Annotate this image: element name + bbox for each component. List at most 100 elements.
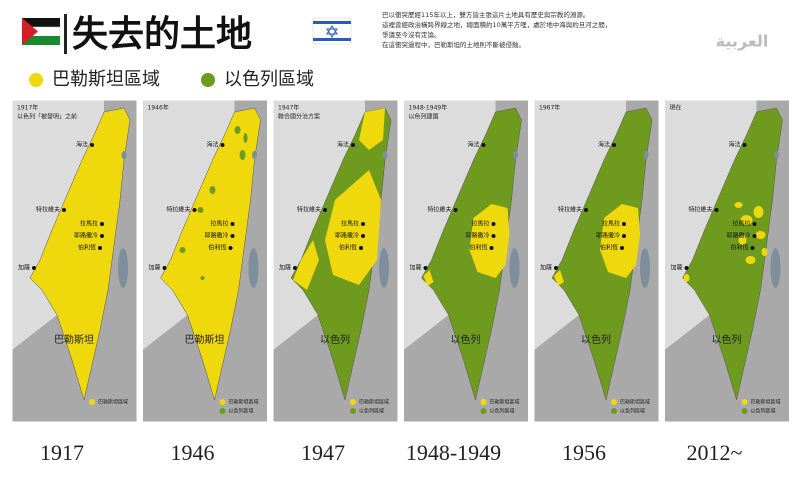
description-line: 這裡曾經政治橫跨界線之地，總面積約10萬平方哩，處於地中海與約旦河之間， — [382, 20, 611, 29]
period-label: 1967年 — [539, 104, 560, 112]
city-dot — [90, 143, 94, 147]
year-label: 1956 — [562, 440, 606, 465]
city-label: 特拉維夫 — [427, 206, 451, 214]
city-dot — [752, 234, 757, 238]
map-patch — [293, 240, 319, 290]
city-label: 伯利恆 — [469, 244, 487, 252]
dead-sea — [248, 248, 259, 288]
title-bar — [64, 14, 67, 54]
dead-sea — [640, 248, 650, 288]
city-dot — [100, 234, 104, 238]
city-dot — [361, 234, 365, 238]
panel-frame — [142, 99, 268, 423]
city-dot — [230, 222, 235, 226]
dead-sea — [509, 248, 520, 288]
map-legend-label: 以色列區域 — [620, 408, 645, 415]
city-label: 特拉維夫 — [36, 206, 60, 214]
legend: 巴勒斯坦區域 以色列區域 — [29, 69, 314, 90]
city-label: 拉馬拉 — [80, 220, 98, 228]
city-label: 加薩 — [670, 264, 682, 272]
title: 失去的土地 — [72, 14, 252, 55]
map-legend-swatch — [611, 408, 617, 414]
palestine-flag — [21, 18, 61, 45]
city-label: 伯利恆 — [208, 244, 226, 252]
map-patch — [197, 207, 204, 213]
legend-label: 巴勒斯坦區域 — [52, 69, 160, 90]
map-patch — [600, 204, 640, 278]
city-label: 海法 — [598, 141, 610, 149]
description-line: 在這衝突過程中，巴勒斯坦的土地則不斷被侵蝕。 — [382, 40, 525, 49]
city-dot — [230, 234, 235, 238]
city-label: 伯利恆 — [730, 244, 748, 252]
map-legend-label: 巴勒斯坦區域 — [620, 399, 650, 406]
legend-swatch — [201, 73, 215, 87]
city-label: 海法 — [206, 141, 218, 149]
year-label: 1946 — [171, 440, 215, 465]
year-label: 1948-1949 — [406, 440, 501, 465]
area-label: 以色列 — [320, 333, 350, 346]
area-label: 以色列 — [581, 333, 611, 346]
period-label: 1947年 — [278, 104, 299, 112]
map-legend-swatch — [350, 399, 356, 405]
city-dot — [228, 246, 233, 250]
period-label: 聯合國分治方案 — [278, 113, 320, 121]
map-legend-swatch — [741, 408, 748, 414]
area-label: 以色列 — [451, 333, 481, 346]
city-label: 耶路撒冷 — [204, 232, 228, 240]
map-panel: 1947年聯合國分治方案海法特拉維夫拉馬拉耶路撒冷伯利恆加薩以色列巴勒斯坦區域以… — [272, 99, 399, 423]
city-dot — [584, 208, 588, 212]
israel-flag — [312, 17, 352, 45]
city-label: 耶路撒冷 — [335, 232, 359, 240]
city-dot — [489, 246, 494, 250]
city-label: 耶路撒冷 — [596, 232, 620, 240]
city-label: 特拉維夫 — [558, 206, 582, 214]
map-patch — [239, 150, 246, 160]
map-patch — [234, 126, 241, 134]
city-dot — [98, 246, 102, 250]
area-label: 巴勒斯坦 — [54, 333, 94, 346]
panel-frame — [272, 99, 399, 423]
map-legend-label: 以色列區域 — [359, 408, 384, 415]
map-patch — [683, 274, 690, 282]
city-label: 耶路撒冷 — [726, 232, 750, 240]
city-dot — [622, 234, 626, 238]
city-dot — [32, 266, 36, 270]
panel-frame — [664, 99, 790, 423]
city-label: 耶路撒冷 — [74, 232, 98, 240]
map-legend-swatch — [480, 399, 487, 405]
description-line: 巴以衝突歷經115年以上，雙方皆主張這片土地具有歷史與宗教的淵源。 — [382, 10, 589, 19]
map-legend-swatch — [219, 408, 226, 414]
city-label: 加薩 — [148, 264, 160, 272]
period-label: 1946年 — [148, 104, 169, 112]
map-legend-label: 巴勒斯坦區域 — [490, 399, 520, 406]
map-patch — [325, 170, 381, 285]
city-label: 加薩 — [279, 264, 291, 272]
dead-sea — [118, 248, 128, 288]
city-label: 加薩 — [409, 264, 421, 272]
city-dot — [491, 222, 496, 226]
map-legend-label: 以色列區域 — [490, 408, 515, 415]
map-legend-swatch — [350, 408, 356, 414]
city-dot — [453, 208, 458, 212]
city-dot — [622, 222, 626, 226]
city-label: 特拉維夫 — [166, 206, 190, 214]
description-line: 爭議至今沒有定論。 — [382, 30, 441, 39]
map-patch — [755, 231, 766, 239]
description: 巴以衝突歷經115年以上，雙方皆主張這片土地具有歷史與宗教的淵源。這裡曾經政治橫… — [382, 10, 611, 49]
panel-frame — [11, 99, 138, 423]
year-label: 1947 — [301, 440, 345, 465]
city-dot — [359, 246, 363, 250]
city-label: 海法 — [467, 141, 479, 149]
city-dot — [323, 208, 327, 212]
city-dot — [220, 143, 225, 147]
city-label: 海法 — [728, 141, 740, 149]
map-sea — [664, 100, 757, 350]
period-label: 現在 — [670, 104, 682, 112]
city-dot — [612, 143, 616, 147]
map-patch — [209, 186, 216, 194]
map-territory — [682, 107, 783, 401]
map-legend-label: 巴勒斯坦區域 — [229, 399, 259, 406]
period-label: 以色列「被發明」之前 — [17, 113, 77, 121]
city-dot — [192, 208, 197, 212]
